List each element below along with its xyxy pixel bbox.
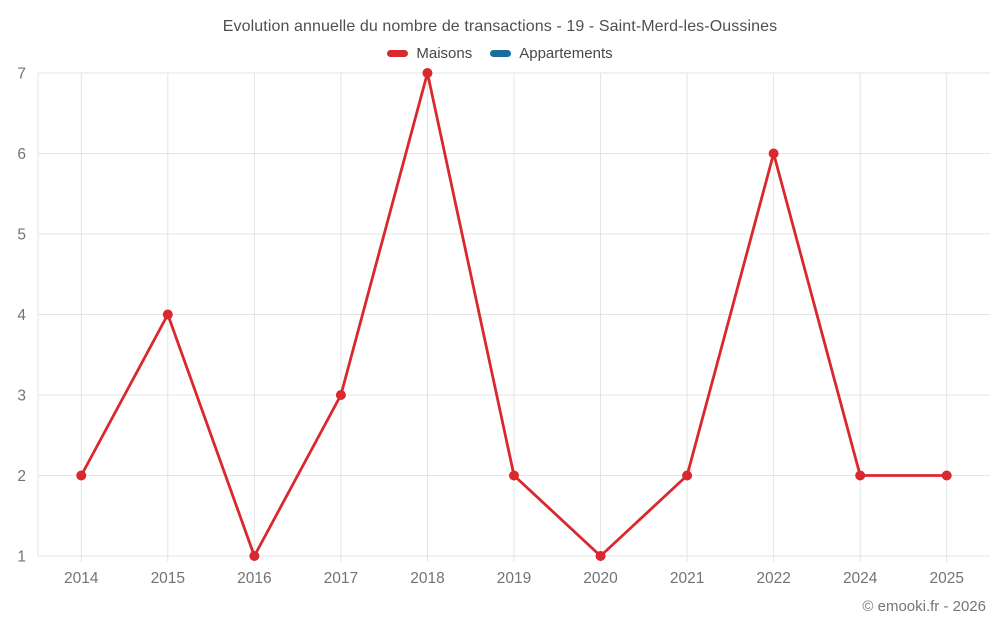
chart-title: Evolution annuelle du nombre de transact…: [222, 18, 778, 35]
data-point-maisons-2017: [335, 390, 346, 400]
x-axis-label: 2021: [670, 570, 704, 587]
x-axis-label: 2022: [756, 570, 790, 587]
x-axis-label: 2020: [583, 570, 618, 587]
y-axis-label: 5: [17, 227, 26, 244]
maisons-series-swatch-icon: [387, 50, 409, 57]
y-axis-label: 2: [17, 468, 26, 485]
data-point-maisons-2015: [162, 309, 173, 320]
y-axis-label: 4: [17, 307, 26, 324]
x-axis-label: 2014: [64, 570, 99, 587]
appartements-series-swatch-icon: [490, 50, 512, 57]
x-axis-label: 2016: [237, 570, 271, 587]
y-axis-label: 3: [17, 388, 26, 405]
copyright-text: © emooki.fr - 2026: [862, 598, 986, 615]
data-point-maisons-2019: [509, 470, 519, 481]
y-axis-label: 1: [17, 549, 26, 566]
x-axis-label: 2024: [843, 570, 878, 587]
data-point-maisons-2020: [595, 551, 606, 561]
y-axis-label: 7: [17, 66, 26, 83]
data-point-maisons-2022: [768, 148, 779, 159]
x-axis-label: 2017: [324, 570, 358, 587]
data-point-maisons-2014: [76, 470, 87, 481]
data-point-maisons-2016: [249, 551, 260, 561]
x-axis-label: 2019: [497, 570, 531, 587]
data-point-maisons-2018: [422, 68, 433, 78]
data-point-maisons-2025: [941, 470, 952, 481]
x-axis-label: 2018: [410, 570, 444, 587]
legend-item-appartements[interactable]: Appartements: [490, 45, 613, 62]
legend-label-appartements: Appartements: [519, 45, 613, 62]
legend: Maisons Appartements: [0, 45, 1000, 62]
legend-label-maisons: Maisons: [416, 45, 473, 62]
data-point-maisons-2024: [855, 470, 866, 481]
y-axis-label: 6: [17, 146, 26, 163]
data-point-maisons-2021: [682, 470, 693, 481]
x-axis-label: 2015: [151, 570, 185, 587]
x-axis-label: 2025: [929, 570, 963, 587]
legend-item-maisons[interactable]: Maisons: [387, 45, 472, 62]
